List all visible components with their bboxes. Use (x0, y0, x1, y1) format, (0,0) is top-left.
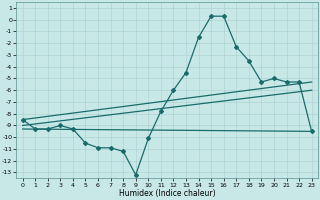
X-axis label: Humidex (Indice chaleur): Humidex (Indice chaleur) (119, 189, 215, 198)
